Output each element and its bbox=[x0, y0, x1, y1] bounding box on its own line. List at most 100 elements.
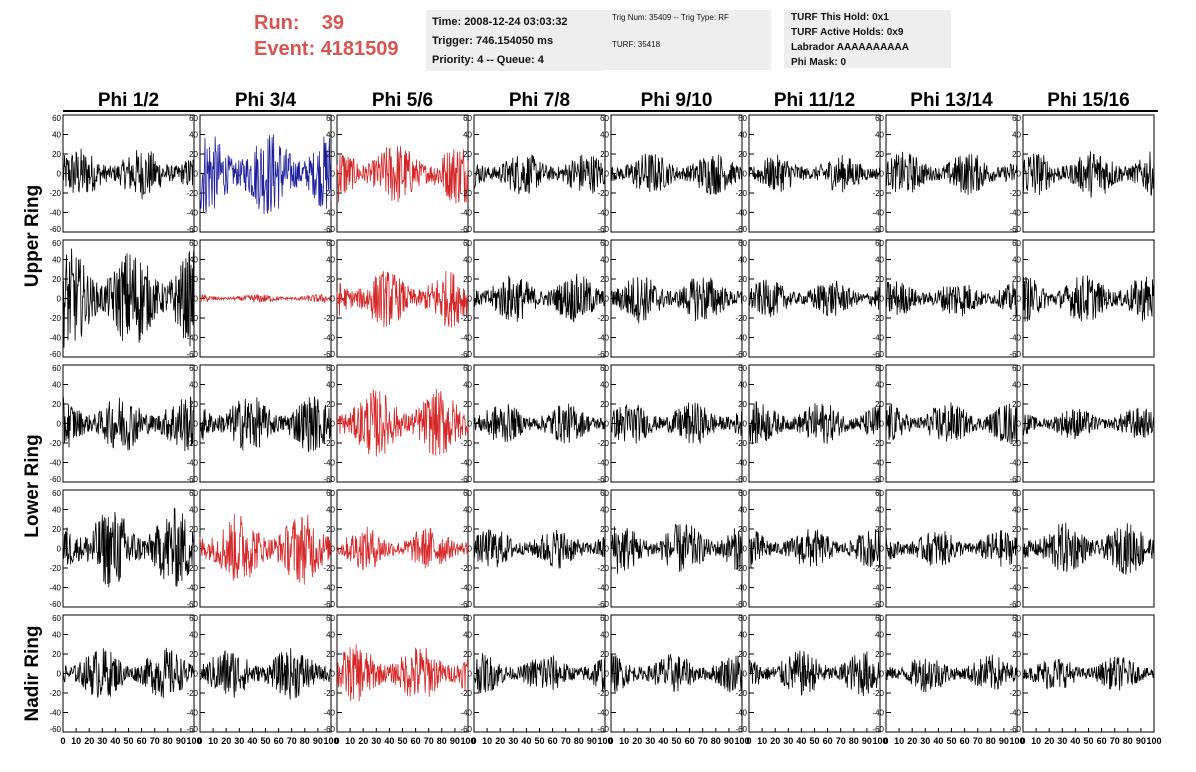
x-tick-label: 90 bbox=[176, 736, 186, 746]
y-tick-label: -60 bbox=[872, 600, 884, 609]
y-tick-label: 60 bbox=[600, 489, 609, 498]
column-title: Phi 11/12 bbox=[774, 90, 855, 111]
y-tick-label: 60 bbox=[189, 114, 198, 123]
x-tick-label: 20 bbox=[495, 736, 505, 746]
y-tick-label: 0 bbox=[57, 670, 62, 679]
waveform-trace bbox=[748, 400, 881, 445]
y-tick-label: -60 bbox=[186, 475, 198, 484]
y-tick-label: -40 bbox=[597, 584, 609, 593]
y-tick-label: -20 bbox=[1009, 689, 1021, 698]
y-tick-label: 60 bbox=[1012, 364, 1021, 373]
turf-hold-text: TURF This Hold: 0x1 bbox=[791, 12, 889, 23]
y-tick-label: -60 bbox=[323, 350, 335, 359]
x-tick-label: 100 bbox=[186, 736, 201, 746]
y-tick-label: -20 bbox=[49, 439, 61, 448]
y-tick-label: 0 bbox=[57, 295, 62, 304]
y-tick-label: -20 bbox=[186, 439, 198, 448]
y-tick-label: -40 bbox=[735, 334, 747, 343]
event-label: Event: bbox=[254, 38, 316, 60]
y-tick-label: -60 bbox=[460, 600, 472, 609]
y-tick-label: 40 bbox=[189, 506, 198, 515]
y-tick-label: -40 bbox=[597, 209, 609, 218]
waveform-trace bbox=[473, 403, 606, 444]
y-tick-label: 40 bbox=[875, 631, 884, 640]
y-tick-label: 40 bbox=[189, 131, 198, 140]
x-tick-label: 10 bbox=[619, 736, 629, 746]
waveform-trace bbox=[610, 523, 743, 574]
y-tick-label: 40 bbox=[600, 381, 609, 390]
y-tick-label: -40 bbox=[49, 584, 61, 593]
y-tick-label: 0 bbox=[880, 670, 885, 679]
x-tick-label: 0 bbox=[608, 736, 613, 746]
y-tick-label: -20 bbox=[872, 314, 884, 323]
x-tick-label: 50 bbox=[1083, 736, 1093, 746]
y-tick-label: -60 bbox=[186, 725, 198, 734]
x-tick-label: 60 bbox=[548, 736, 558, 746]
y-tick-label: 60 bbox=[326, 114, 335, 123]
y-tick-label: -60 bbox=[186, 225, 198, 234]
waveform-trace bbox=[885, 654, 1018, 693]
y-tick-label: -20 bbox=[49, 314, 61, 323]
y-tick-label: 0 bbox=[468, 295, 473, 304]
y-tick-label: -40 bbox=[323, 334, 335, 343]
waveform-trace bbox=[748, 279, 881, 318]
x-tick-label: 70 bbox=[973, 736, 983, 746]
column-title: Phi 13/14 bbox=[910, 90, 993, 111]
y-tick-label: 60 bbox=[875, 364, 884, 373]
y-tick-label: 40 bbox=[1012, 131, 1021, 140]
y-tick-label: -20 bbox=[323, 189, 335, 198]
y-tick-label: -20 bbox=[186, 564, 198, 573]
y-tick-label: -20 bbox=[597, 564, 609, 573]
y-tick-label: 40 bbox=[52, 381, 61, 390]
y-tick-label: -20 bbox=[1009, 439, 1021, 448]
y-tick-label: 60 bbox=[738, 489, 747, 498]
waveform-trace bbox=[610, 653, 743, 693]
waveform-trace bbox=[1022, 656, 1155, 691]
y-tick-label: 60 bbox=[600, 364, 609, 373]
y-tick-label: 0 bbox=[194, 170, 199, 179]
column-title: Phi 1/2 bbox=[98, 90, 159, 111]
y-tick-label: -60 bbox=[597, 600, 609, 609]
y-tick-label: 20 bbox=[326, 525, 335, 534]
y-tick-label: -60 bbox=[323, 600, 335, 609]
waveform-trace bbox=[199, 134, 332, 215]
y-tick-label: -20 bbox=[1009, 564, 1021, 573]
y-tick-label: 60 bbox=[738, 364, 747, 373]
y-tick-label: 40 bbox=[463, 506, 472, 515]
x-tick-label: 30 bbox=[508, 736, 518, 746]
y-tick-label: -20 bbox=[735, 314, 747, 323]
waveform-trace bbox=[748, 154, 881, 193]
x-tick-label: 90 bbox=[999, 736, 1009, 746]
y-tick-label: 20 bbox=[875, 650, 884, 659]
y-tick-label: -40 bbox=[49, 209, 61, 218]
y-tick-label: 60 bbox=[326, 614, 335, 623]
y-tick-label: 20 bbox=[1012, 400, 1021, 409]
x-tick-label: 30 bbox=[1057, 736, 1067, 746]
x-tick-label: 0 bbox=[334, 736, 339, 746]
waveform-trace bbox=[336, 270, 469, 328]
y-tick-label: 60 bbox=[326, 489, 335, 498]
waveform-trace bbox=[1022, 275, 1155, 322]
y-tick-label: -40 bbox=[735, 709, 747, 718]
y-tick-label: 60 bbox=[875, 489, 884, 498]
waveform-trace bbox=[885, 151, 1018, 195]
y-tick-label: 40 bbox=[189, 381, 198, 390]
x-tick-label: 40 bbox=[384, 736, 394, 746]
x-tick-label: 100 bbox=[872, 736, 887, 746]
y-tick-label: 0 bbox=[331, 170, 336, 179]
y-tick-label: -40 bbox=[323, 209, 335, 218]
x-tick-label: 80 bbox=[437, 736, 447, 746]
y-tick-label: -60 bbox=[460, 725, 472, 734]
x-tick-label: 40 bbox=[796, 736, 806, 746]
y-tick-label: -40 bbox=[735, 459, 747, 468]
y-tick-label: 40 bbox=[326, 506, 335, 515]
y-tick-label: 60 bbox=[600, 239, 609, 248]
y-tick-label: -60 bbox=[1009, 225, 1021, 234]
column-title: Phi 5/6 bbox=[372, 90, 433, 111]
waveform-trace bbox=[62, 647, 195, 699]
x-tick-label: 20 bbox=[632, 736, 642, 746]
row-label: Nadir Ring bbox=[22, 625, 43, 721]
x-tick-label: 100 bbox=[597, 736, 612, 746]
x-tick-label: 40 bbox=[658, 736, 668, 746]
y-tick-label: 40 bbox=[326, 256, 335, 265]
